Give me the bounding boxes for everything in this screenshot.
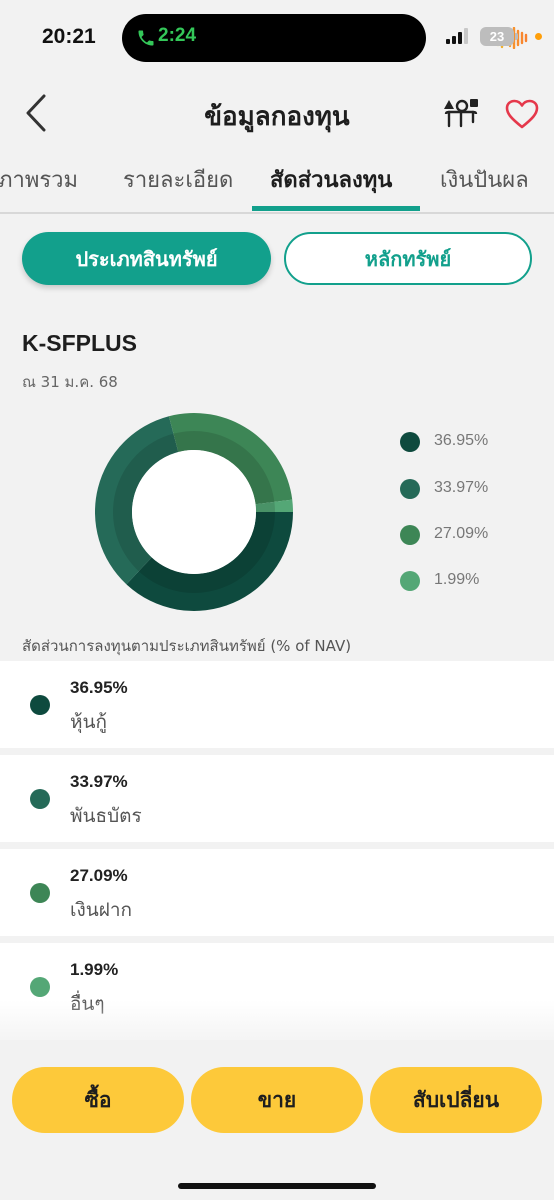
asset-name: หุ้นกู้ [70,711,108,733]
battery-icon: 23 [480,27,514,46]
cellular-signal-icon [446,28,468,44]
switch-button[interactable]: สับเปลี่ยน [370,1067,542,1133]
legend-item: 33.97% [400,477,520,501]
asset-name: เงินฝาก [70,899,133,921]
asset-percent: 33.97% [70,772,128,791]
donut-segment-4 [255,499,293,512]
asset-name: พันธบัตร [70,805,142,827]
donut-segment-2 [94,416,179,585]
list-item[interactable]: 33.97% พันธบัตร [0,755,554,842]
chart-caption: สัดส่วนการลงทุนตามประเภทสินทรัพย์ (% of … [22,637,352,655]
page-title: ข้อมูลกองทุน [204,102,350,132]
legend-item: 27.09% [400,523,520,547]
donut-segment-inner-band [138,512,275,593]
legend-value: 27.09% [434,525,489,542]
legend-value: 1.99% [434,571,480,588]
securities-toggle[interactable]: หลักทรัพย์ [284,232,532,285]
asset-color-dot [30,883,50,903]
home-indicator[interactable] [178,1183,376,1189]
tab-dividend[interactable]: เงินปันผล [440,168,529,193]
tab-overview[interactable]: ภาพรวม [0,168,79,193]
shapes-compare-icon[interactable] [442,96,480,130]
asset-percent: 27.09% [70,866,128,885]
fund-code: K-SFPLUS [22,330,137,356]
donut-hole [132,450,256,574]
chevron-left-icon[interactable] [22,92,54,134]
asset-type-toggle[interactable]: ประเภทสินทรัพย์ [22,232,271,285]
privacy-indicator-dot [535,33,542,40]
asset-percent: 1.99% [70,960,119,979]
buy-button[interactable]: ซื้อ [12,1067,184,1133]
legend-item: 36.95% [400,430,520,454]
navigation-header: ข้อมูลกองทุน [0,72,554,156]
as-of-date: ณ 31 ม.ค. 68 [22,373,118,391]
legend-swatch [400,571,420,591]
legend-swatch [400,525,420,545]
status-time: 20:21 [42,25,96,48]
asset-percent: 36.95% [70,678,128,697]
legend-swatch [400,432,420,452]
sell-button[interactable]: ขาย [191,1067,363,1133]
asset-color-dot [30,977,50,997]
donut-segment-inner-band [255,501,275,512]
dynamic-island[interactable]: 2:24 [122,14,528,62]
list-item[interactable]: 36.95% หุ้นกู้ [0,661,554,748]
battery-cap [515,33,518,40]
heart-outline-icon[interactable] [504,98,540,130]
donut-segment-inner-band [173,431,275,505]
legend-value: 33.97% [434,479,489,496]
tab-allocation[interactable]: สัดส่วนลงทุน [270,168,393,193]
donut-segment-3 [168,413,293,505]
asset-color-dot [30,789,50,809]
phone-icon [138,30,154,46]
donut-segment-inner-band [113,433,179,572]
donut-segment-1 [126,512,293,611]
list-item[interactable]: 27.09% เงินฝาก [0,849,554,936]
active-tab-indicator [252,206,420,211]
legend-value: 36.95% [434,432,489,449]
legend-swatch [400,479,420,499]
allocation-donut-chart [94,413,293,611]
tab-bar: ภาพรวม รายละเอียด สัดส่วนลงทุน เงินปันผล [0,156,554,214]
tab-details[interactable]: รายละเอียด [123,168,234,193]
legend-item: 1.99% [400,569,520,593]
call-duration: 2:24 [158,25,197,46]
status-bar: 20:21 2:24 23 [0,0,554,72]
asset-color-dot [30,695,50,715]
